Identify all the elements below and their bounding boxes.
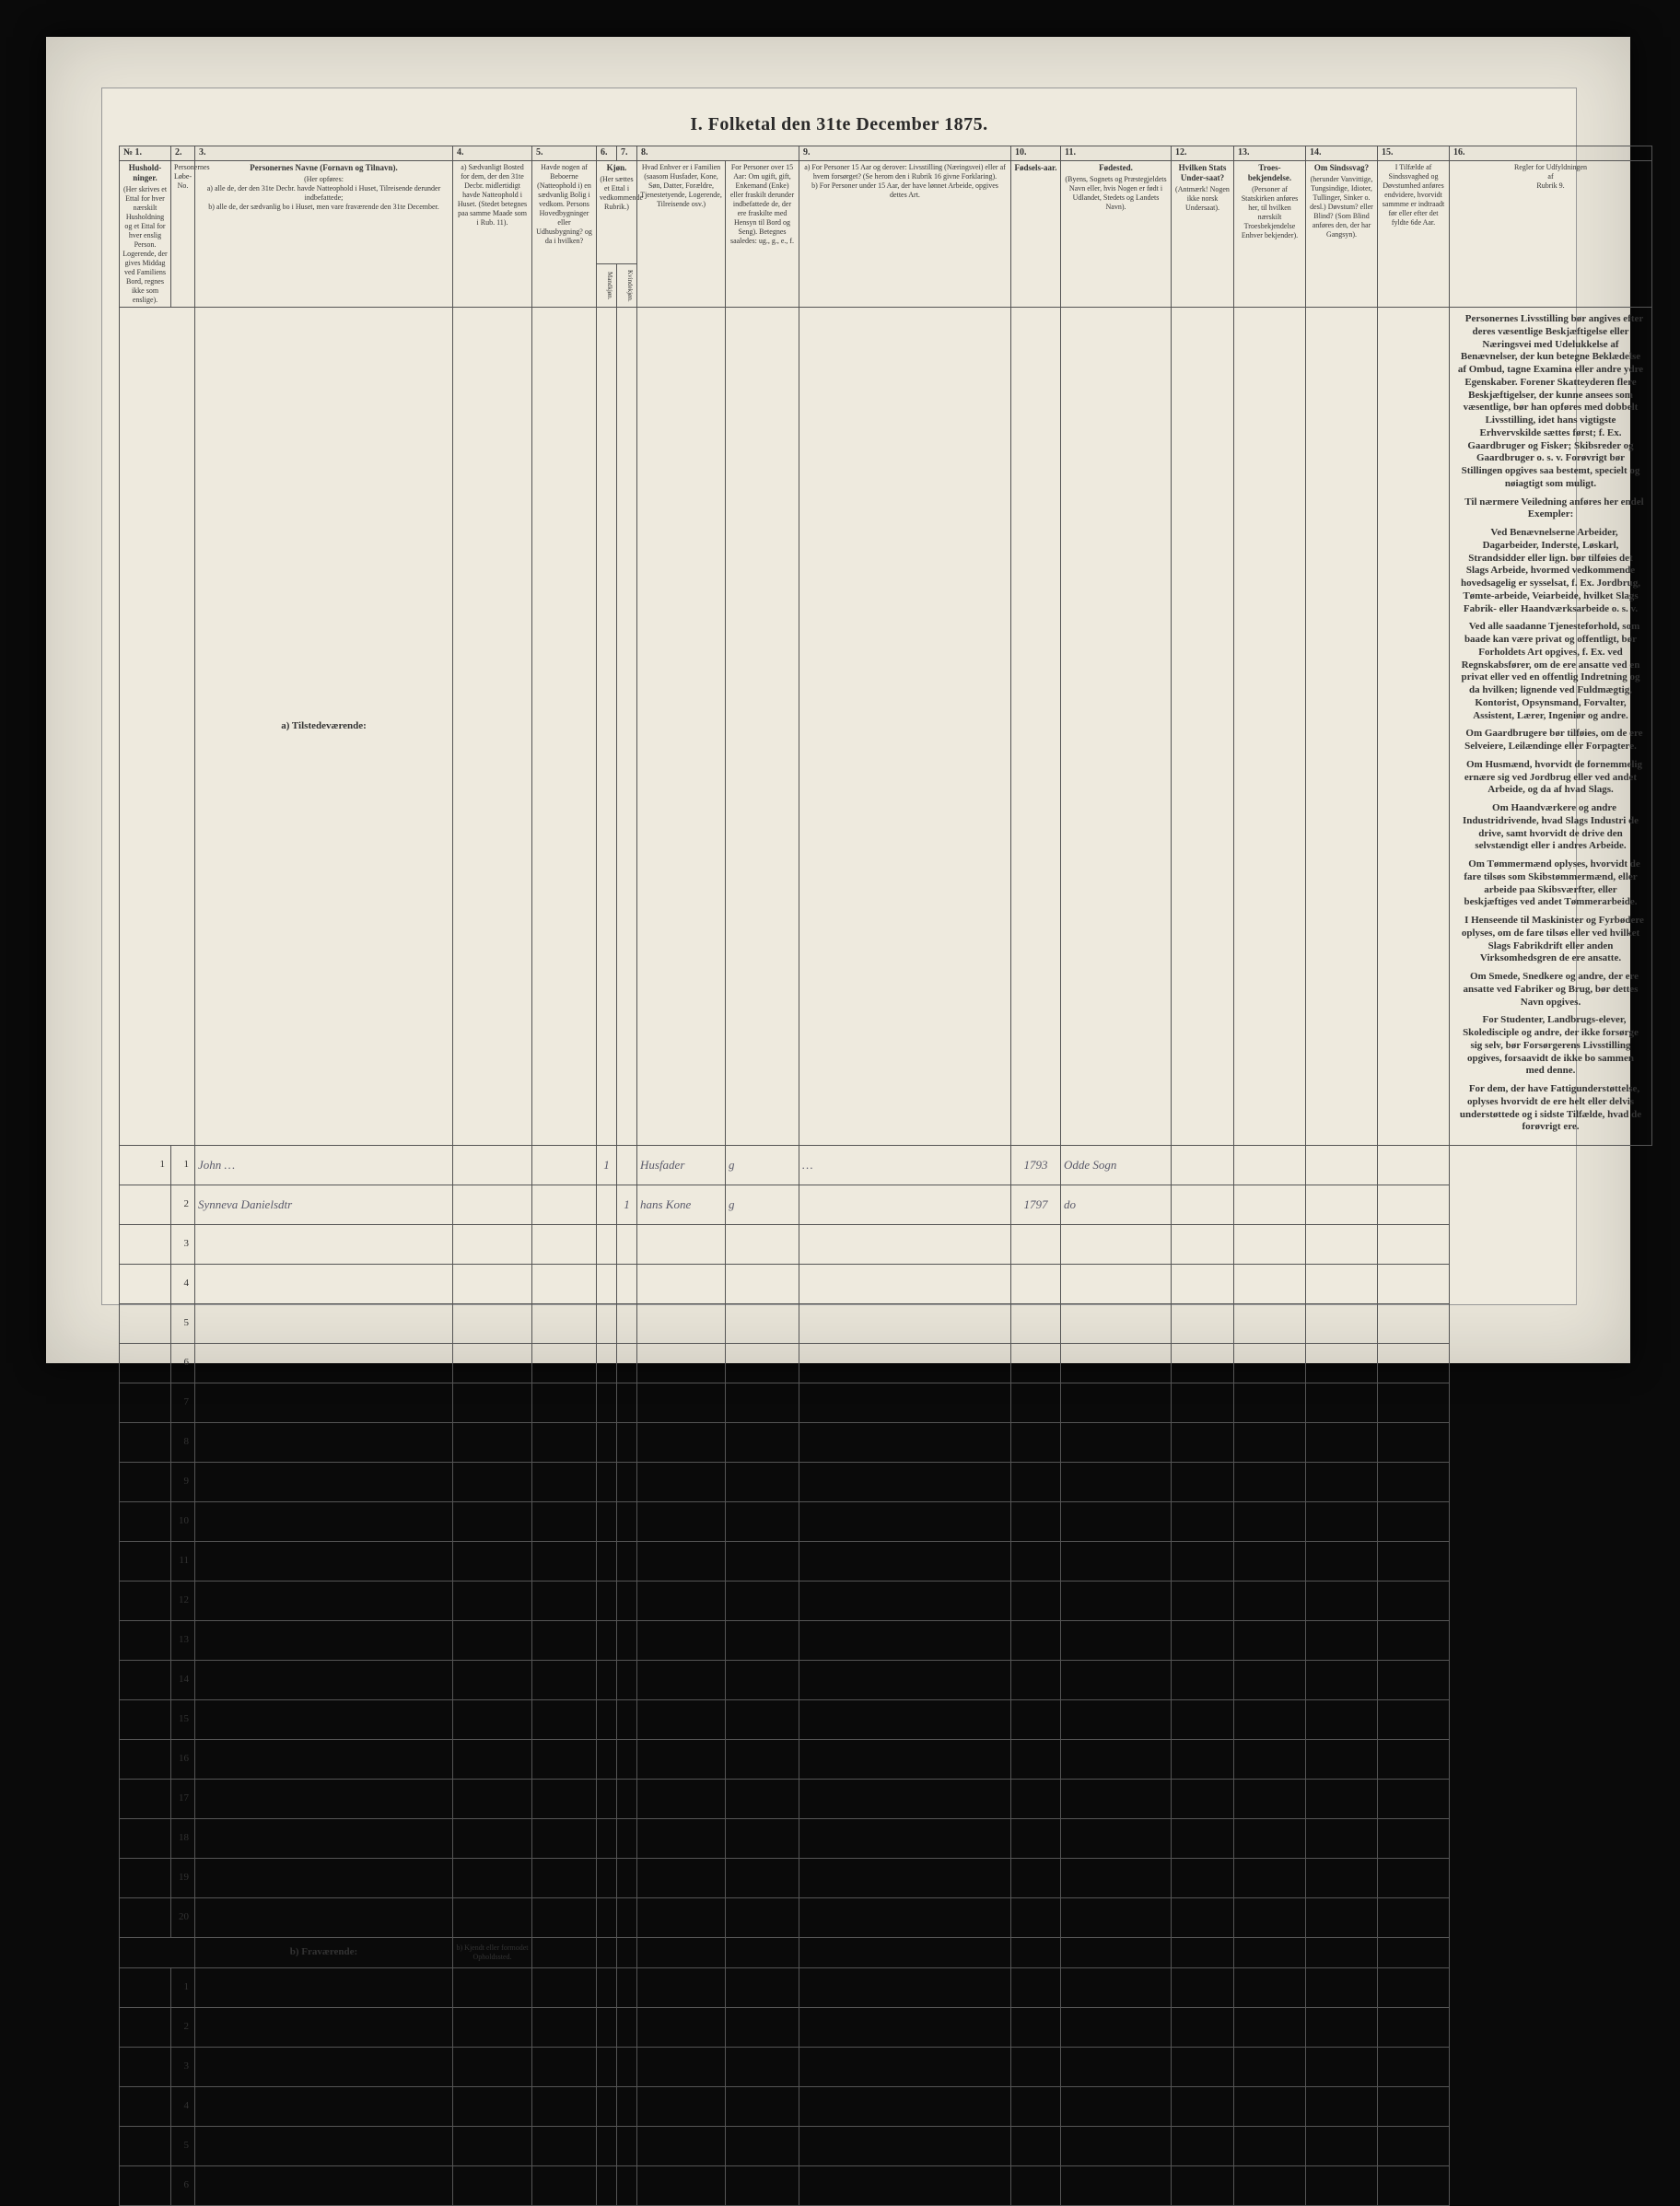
page-title: I. Folketal den 31te December 1875. [102,114,1576,135]
column-numbers-row: № 1.2.3.4.5.6.7.8.9.10.11.12.13.14.15.16… [120,146,1652,161]
col-num-16: 16. [1450,146,1652,161]
section-a-label: a) Tilstedeværende: [195,308,453,1146]
col-num-2: 2. [171,146,195,161]
census-table: № 1.2.3.4.5.6.7.8.9.10.11.12.13.14.15.16… [119,146,1652,2206]
table-row: 3 [120,2048,1652,2087]
col-num-15: 15. [1378,146,1450,161]
table-row: 6 [120,1344,1652,1383]
col-num-10: 10. [1011,146,1061,161]
table-row: 14 [120,1661,1652,1700]
table-row: 8 [120,1423,1652,1463]
col-num-6: 6. [597,146,617,161]
col-num-5: 5. [532,146,597,161]
table-row: 19 [120,1859,1652,1898]
table-row: 20 [120,1898,1652,1938]
col-num-4: 4. [453,146,532,161]
section-b-row: b) Fraværende: b) Kjendt eller formodet … [120,1938,1652,1968]
col-num-7: 7. [617,146,637,161]
table-row: 5 [120,2127,1652,2166]
table-row: 2Synneva Danielsdtr1hans Koneg1797do [120,1185,1652,1225]
rules-text: Personernes Livsstilling bør angives eft… [1450,308,1652,1146]
table-row: 11John …1Husfaderg…1793Odde Sogn [120,1146,1652,1185]
col-num-8: 8. [637,146,799,161]
table-row: 15 [120,1700,1652,1740]
table-row: 3 [120,1225,1652,1265]
col-num-3: 3. [195,146,453,161]
col-num-13: 13. [1234,146,1306,161]
table-row: 11 [120,1542,1652,1582]
table-row: 4 [120,1265,1652,1304]
table-row: 9 [120,1463,1652,1502]
rows-absent: 123456 [120,1968,1652,2206]
col-num-12: 12. [1172,146,1234,161]
table-row: 18 [120,1819,1652,1859]
table-row: 2 [120,2008,1652,2048]
section-b-label: b) Fraværende: [195,1938,453,1968]
section-a-row: a) Tilstedeværende: Personernes Livsstil… [120,308,1652,1146]
table-row: 5 [120,1304,1652,1344]
section-b-col4: b) Kjendt eller formodet Opholdssted. [453,1938,532,1968]
table-row: 16 [120,1740,1652,1780]
table-row: 12 [120,1582,1652,1621]
table-row: 7 [120,1383,1652,1423]
photo-frame: I. Folketal den 31te December 1875. № 1.… [46,37,1630,1363]
col-num-1: № 1. [120,146,171,161]
table-row: 1 [120,1968,1652,2008]
table-row: 13 [120,1621,1652,1661]
table-row: 10 [120,1502,1652,1542]
header-row: Hushold-ninger.(Her skrives et Ettal for… [120,160,1652,264]
table-row: 6 [120,2166,1652,2206]
table-row: 4 [120,2087,1652,2127]
col-num-14: 14. [1306,146,1378,161]
census-page: I. Folketal den 31te December 1875. № 1.… [101,88,1577,1305]
table-row: 17 [120,1780,1652,1819]
rows-present: 11John …1Husfaderg…1793Odde Sogn2Synneva… [120,1146,1652,1938]
col-num-11: 11. [1061,146,1172,161]
col-num-9: 9. [799,146,1011,161]
